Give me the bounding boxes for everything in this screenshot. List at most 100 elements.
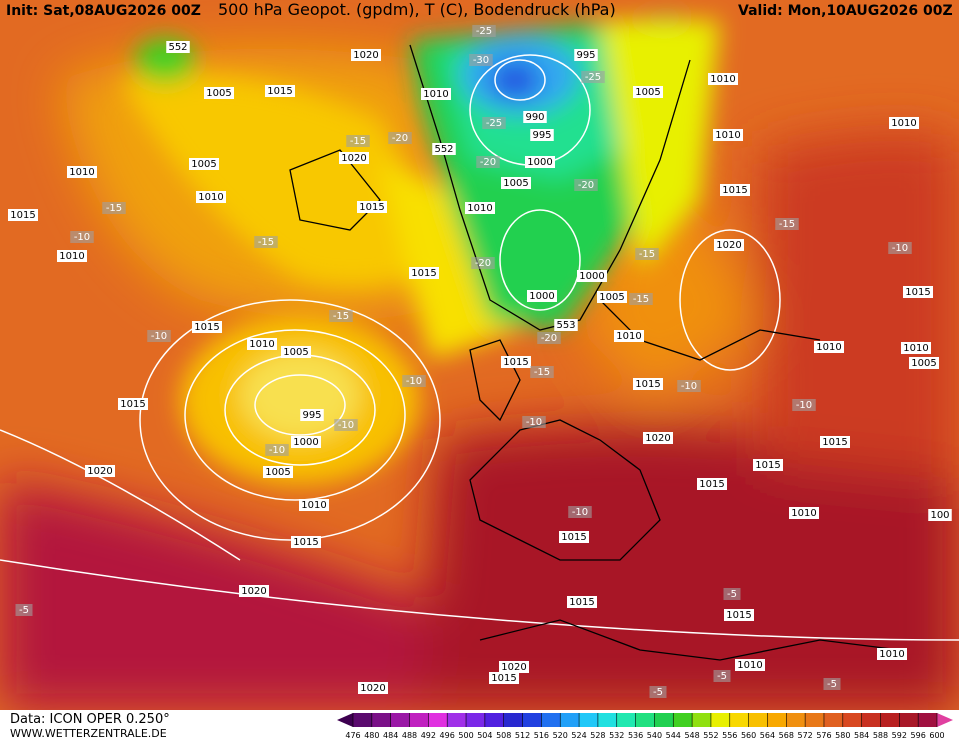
pressure-label: 1015: [755, 460, 780, 471]
temperature-label: -15: [534, 367, 550, 378]
label-box: [577, 270, 607, 282]
temperature-label: -5: [827, 679, 837, 690]
label-box: [697, 478, 727, 490]
pressure-label: 1015: [722, 185, 747, 196]
pressure-label: 1015: [411, 268, 436, 279]
label-box: [568, 506, 592, 518]
label-box: [499, 661, 529, 673]
colorbar-tick-label: 500: [458, 731, 473, 740]
pressure-label: 1005: [206, 88, 231, 99]
colorbar-segment: [635, 713, 655, 727]
pressure-label: 1015: [267, 86, 292, 97]
colorbar-tick-label: 520: [553, 731, 568, 740]
pressure-label: 1010: [879, 649, 904, 660]
data-source: Data: ICON OPER 0.250°: [10, 712, 170, 727]
temperature-label: -10: [796, 400, 812, 411]
pressure-label: 1015: [822, 437, 847, 448]
colorbar-segment: [560, 713, 580, 727]
label-box: [597, 291, 627, 303]
pressure-label: 1010: [903, 343, 928, 354]
colorbar-segment: [899, 713, 919, 727]
colorbar-tick-label: 504: [477, 731, 492, 740]
colorbar-tick-label: 536: [628, 731, 643, 740]
pressure-label: 1010: [423, 89, 448, 100]
colorbar-tick-label: 480: [364, 731, 379, 740]
pressure-label: 1015: [491, 673, 516, 684]
label-box: [523, 111, 547, 123]
colorbar-segment: [522, 713, 542, 727]
pressure-label: 995: [302, 410, 321, 421]
label-box: [614, 330, 644, 342]
pressure-label: 1000: [293, 437, 318, 448]
colorbar-arrow-left: [337, 713, 353, 727]
pressure-label: 1020: [716, 240, 741, 251]
colorbar-segment: [842, 713, 863, 727]
colorbar-tick-label: 524: [571, 731, 586, 740]
label-box: [409, 267, 439, 279]
label-box: [8, 209, 38, 221]
pressure-label: 1010: [891, 118, 916, 129]
label-box: [281, 346, 311, 358]
label-box: [724, 609, 754, 621]
label-box: [574, 179, 598, 191]
label-box: [522, 416, 546, 428]
colorbar-tick-label: 476: [345, 731, 360, 740]
colorbar-tick-label: 528: [590, 731, 605, 740]
label-box: [537, 332, 561, 344]
label-box: [775, 218, 799, 230]
label-box: [814, 341, 844, 353]
label-box: [346, 135, 370, 147]
colorbar-segment: [918, 713, 938, 727]
temperature-label: -15: [633, 294, 649, 305]
temperature-label: -10: [151, 331, 167, 342]
pressure-label: 1015: [726, 610, 751, 621]
pressure-label: 990: [525, 112, 544, 123]
pressure-label: 1020: [360, 683, 385, 694]
pressure-label: 1010: [710, 74, 735, 85]
label-box: [629, 293, 653, 305]
temperature-label: -10: [526, 417, 542, 428]
pressure-label: 1020: [341, 153, 366, 164]
pressure-label: 1010: [69, 167, 94, 178]
colorbar-tick-label: 596: [911, 731, 926, 740]
colorbar-tick-label: 492: [421, 731, 436, 740]
label-box: [102, 202, 126, 214]
label-box: [189, 158, 219, 170]
pressure-label: 1020: [241, 586, 266, 597]
colorbar-segment: [767, 713, 787, 727]
colorbar-tick-label: 548: [684, 731, 699, 740]
pressure-label: 1010: [737, 660, 762, 671]
label-box: [903, 286, 933, 298]
colorbar-segment: [823, 713, 844, 727]
pressure-label: 1015: [10, 210, 35, 221]
label-box: [85, 465, 115, 477]
label-box: [192, 321, 222, 333]
pressure-label: 1015: [120, 399, 145, 410]
colorbar-tick-label: 556: [722, 731, 737, 740]
label-box: [823, 678, 841, 690]
temperature-label: -25: [486, 118, 502, 129]
label-box: [525, 156, 555, 168]
label-box: [166, 41, 190, 53]
pressure-label: 1010: [616, 331, 641, 342]
label-box: [713, 129, 743, 141]
label-box: [635, 248, 659, 260]
pressure-label: 1005: [503, 178, 528, 189]
colorbar-tick-label: 584: [854, 731, 869, 740]
label-box: [720, 184, 750, 196]
temperature-label: -15: [258, 237, 274, 248]
label-box: [581, 71, 605, 83]
pressure-label: 552: [434, 144, 453, 155]
label-box: [351, 49, 381, 61]
label-box: [901, 342, 931, 354]
pressure-label: 1020: [501, 662, 526, 673]
label-box: [247, 338, 277, 350]
pressure-label: 1005: [265, 467, 290, 478]
label-box: [888, 242, 912, 254]
label-box: [70, 231, 94, 243]
temperature-label: -10: [572, 507, 588, 518]
colorbar-segment: [466, 713, 486, 727]
pressure-label: 1005: [911, 358, 936, 369]
label-box: [421, 88, 451, 100]
